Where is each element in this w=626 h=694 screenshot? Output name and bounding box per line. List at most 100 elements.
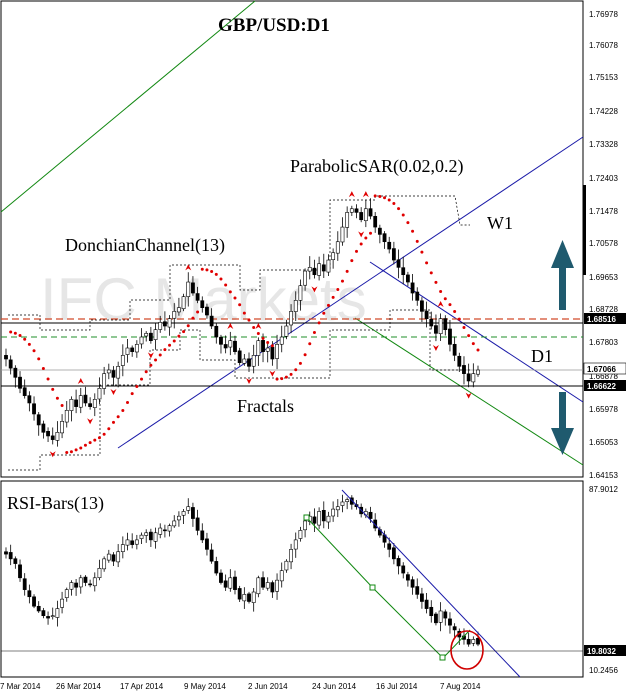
rsi-bar [410,576,415,595]
candle-body [228,340,233,348]
rsi-bar-body [205,538,209,550]
sar-dot [41,367,45,371]
sar-dot [298,361,302,365]
sar-dot [383,196,387,200]
candle [4,348,8,367]
sar-dot [126,401,130,405]
candle [18,371,22,394]
rsi-axis-top: 87.9012 [589,485,618,494]
candle [167,315,172,336]
rsi-bar [78,574,83,594]
candle [83,386,88,407]
candle [116,361,121,388]
candle-body [345,212,350,228]
candle [55,421,60,447]
rsi-bar-body [162,529,167,532]
rsi-bar-body [476,637,480,645]
candle-body [443,318,448,330]
rsi-bar-body [153,532,158,542]
date-tick: 16 Jul 2014 [376,682,418,691]
rsi-bar-body [401,565,406,574]
rsi-bar-body [55,608,60,618]
candle-body [219,336,223,345]
candle [340,217,345,246]
candle-body [69,399,74,411]
sar-dot [364,236,368,240]
candle-body [22,387,27,396]
candle [298,279,303,311]
sar-dot [196,310,200,314]
rsi-bar [214,556,219,576]
rsi-bar [438,602,443,632]
candle [452,336,457,362]
rsi-bar-body [139,534,144,539]
sar-dot [303,353,307,357]
rsi-bar [60,591,64,614]
rsi-bar [64,587,69,602]
rsi-bar [289,543,293,570]
rsi-highlight-circle [450,630,484,670]
candle-body [144,333,149,337]
candle [125,338,130,363]
fractal-down-icon [147,352,154,359]
price-tick: 1.72403 [589,174,618,183]
candle [205,303,209,319]
candle-body [363,208,368,222]
candle [256,337,261,366]
w1-label: W1 [487,213,513,233]
rsi-bar-body [298,530,303,539]
rsi-bar [191,502,195,527]
rsi-bar-body [424,599,429,609]
candle-body [434,325,438,334]
fractal-up-icon [255,323,262,330]
candle-body [429,318,434,327]
candle-body [354,208,359,213]
candle-body [167,318,172,328]
rsi-bar [331,501,336,522]
sar-dot [270,344,274,348]
candle-body [102,373,107,389]
sar-dot [27,342,31,346]
fractal-up-icon [77,377,84,384]
rsi-bar [420,587,424,609]
candle [443,315,448,336]
rsi-bar [22,573,27,596]
candle-body [275,344,279,359]
rsi-bar-body [92,577,97,587]
candle [448,319,452,352]
rsi-bar [326,511,331,529]
rsi-bar-body [293,539,298,550]
sar-dot [369,231,373,235]
rsi-bar [195,509,200,536]
rsi-bar [186,498,191,514]
candle [60,414,64,439]
sar-dot [116,415,120,419]
daily-channel-upper [369,261,584,403]
candle-body [134,344,139,353]
rsi-bar [41,607,46,619]
rsi-bar-body [130,540,135,545]
rsi-bar-body [303,520,307,531]
price-tick: 1.65053 [589,438,618,447]
price-tick: 1.68728 [589,305,618,314]
candle [209,308,214,330]
candle-body [153,329,158,340]
rsi-channel-lower [306,517,471,659]
sar-dot [130,392,134,396]
rsi-bar [139,532,144,545]
sar-dot [406,221,410,225]
candle-body [242,358,247,364]
date-tick: 7 Mar 2014 [0,682,41,691]
sar-dot [247,318,251,322]
sar-dot [74,448,78,452]
candle-body [247,358,251,367]
rsi-bar-body [228,577,233,589]
candle [13,365,18,388]
sar-dot [392,202,396,206]
rsi-bar [424,593,429,614]
candle [237,347,242,366]
resistance-badge-text: 1.68516 [587,315,616,324]
sar-dot [88,441,92,445]
rsi-bar-body [256,577,261,595]
candle [102,366,107,395]
